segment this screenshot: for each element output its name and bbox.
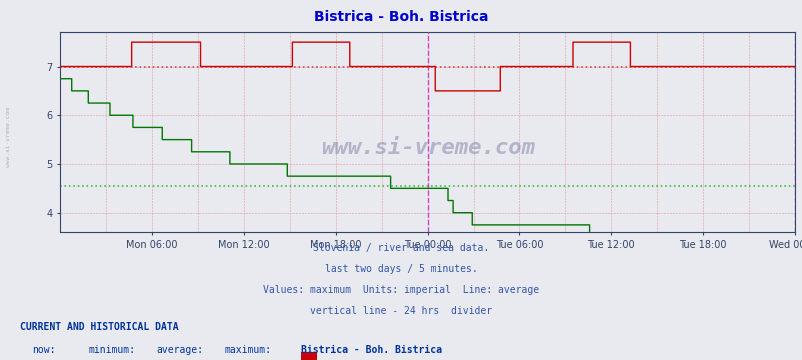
Text: minimum:: minimum: bbox=[88, 345, 136, 355]
Text: Bistrica - Boh. Bistrica: Bistrica - Boh. Bistrica bbox=[314, 10, 488, 24]
Text: www.si-vreme.com: www.si-vreme.com bbox=[6, 107, 10, 167]
Text: Bistrica - Boh. Bistrica: Bistrica - Boh. Bistrica bbox=[301, 345, 442, 355]
Text: CURRENT AND HISTORICAL DATA: CURRENT AND HISTORICAL DATA bbox=[20, 322, 179, 332]
Text: maximum:: maximum: bbox=[225, 345, 272, 355]
Text: now:: now: bbox=[32, 345, 55, 355]
Text: Values: maximum  Units: imperial  Line: average: Values: maximum Units: imperial Line: av… bbox=[263, 285, 539, 295]
Text: vertical line - 24 hrs  divider: vertical line - 24 hrs divider bbox=[310, 306, 492, 316]
Text: average:: average: bbox=[156, 345, 204, 355]
Text: Slovenia / river and sea data.: Slovenia / river and sea data. bbox=[313, 243, 489, 253]
Text: last two days / 5 minutes.: last two days / 5 minutes. bbox=[325, 264, 477, 274]
Text: www.si-vreme.com: www.si-vreme.com bbox=[320, 138, 534, 158]
